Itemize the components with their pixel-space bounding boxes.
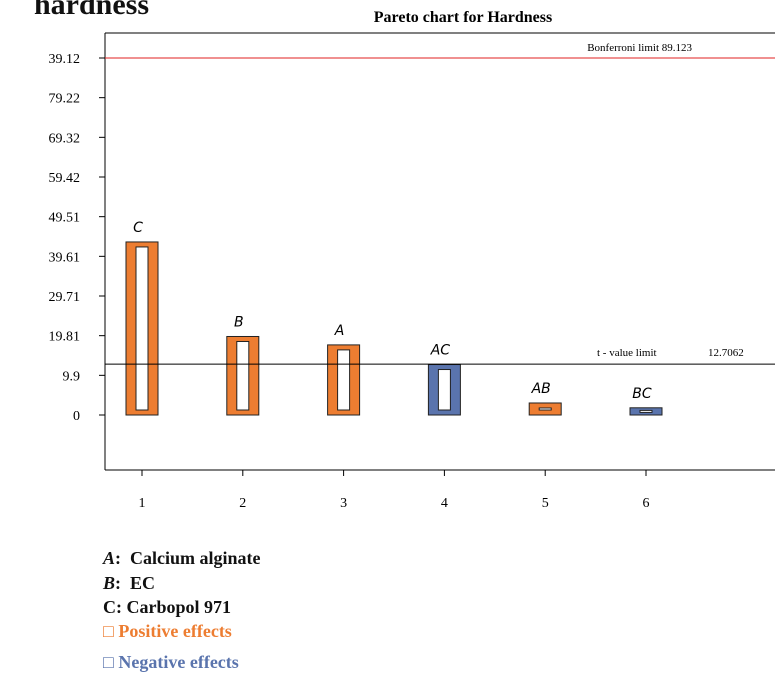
bar-inner (538, 407, 552, 411)
y-tick-label: 0 (73, 409, 80, 424)
bar-label: C (133, 220, 143, 236)
bar-label: AC (430, 343, 451, 359)
legend-positive-effects: □ Positive effects (103, 621, 232, 641)
y-tick-label: 59.42 (49, 171, 81, 186)
legend-item-b: B: EC (103, 573, 156, 593)
x-tick-label: 6 (643, 496, 650, 511)
t-value-limit-label: t - value limit (597, 347, 657, 359)
y-tick-label: 9.9 (63, 369, 81, 384)
bar-inner (236, 340, 250, 411)
bar-label: BC (632, 386, 652, 402)
pareto-chart: Pareto chart for Hardness 0 9.9 19.81 29.71… (49, 9, 775, 511)
legend-item-c: C: Carbopol 971 (103, 597, 232, 617)
x-tick-label: 5 (542, 496, 549, 511)
bar-label: B (234, 314, 244, 330)
bonferroni-limit-label: Bonferroni limit 89.123 (587, 42, 692, 54)
x-tick-label: 4 (441, 496, 448, 511)
bar-label: AB (531, 381, 551, 397)
bar-inner (337, 349, 351, 411)
x-tick-label: 1 (139, 496, 146, 511)
y-tick-label: 49.51 (49, 211, 81, 226)
bar-inner (639, 409, 653, 413)
y-tick-label: 79.22 (49, 92, 81, 107)
bar-inner (437, 369, 451, 411)
legend-text-a: Calcium alginate (130, 548, 261, 568)
t-value-limit-value: 12.7062 (708, 347, 744, 359)
plot-area: 0 9.9 19.81 29.71 39.61 49.51 59.42 69.32 79.22 3… (49, 32, 775, 511)
legend-key-b: B (103, 573, 116, 593)
bar-inner (135, 246, 149, 411)
x-tick-label: 2 (239, 496, 246, 511)
figure-heading: hardness (34, 0, 150, 21)
y-tick-label: 39.61 (49, 250, 81, 265)
y-tick-label: 19.81 (49, 330, 81, 345)
bar-label: A (334, 323, 345, 339)
y-tick-label: 69.32 (49, 131, 81, 146)
legend-key-a: A (103, 548, 116, 568)
x-tick-label: 3 (340, 496, 347, 511)
legend-negative-effects: □ Negative effects (103, 652, 239, 672)
y-tick-label: 29.71 (49, 290, 81, 305)
legend-item-a: A: Calcium alginate (103, 548, 261, 568)
chart-title: Pareto chart for Hardness (374, 9, 552, 26)
legend-text-b: EC (130, 573, 156, 593)
y-tick-label: 39.12 (49, 52, 81, 67)
